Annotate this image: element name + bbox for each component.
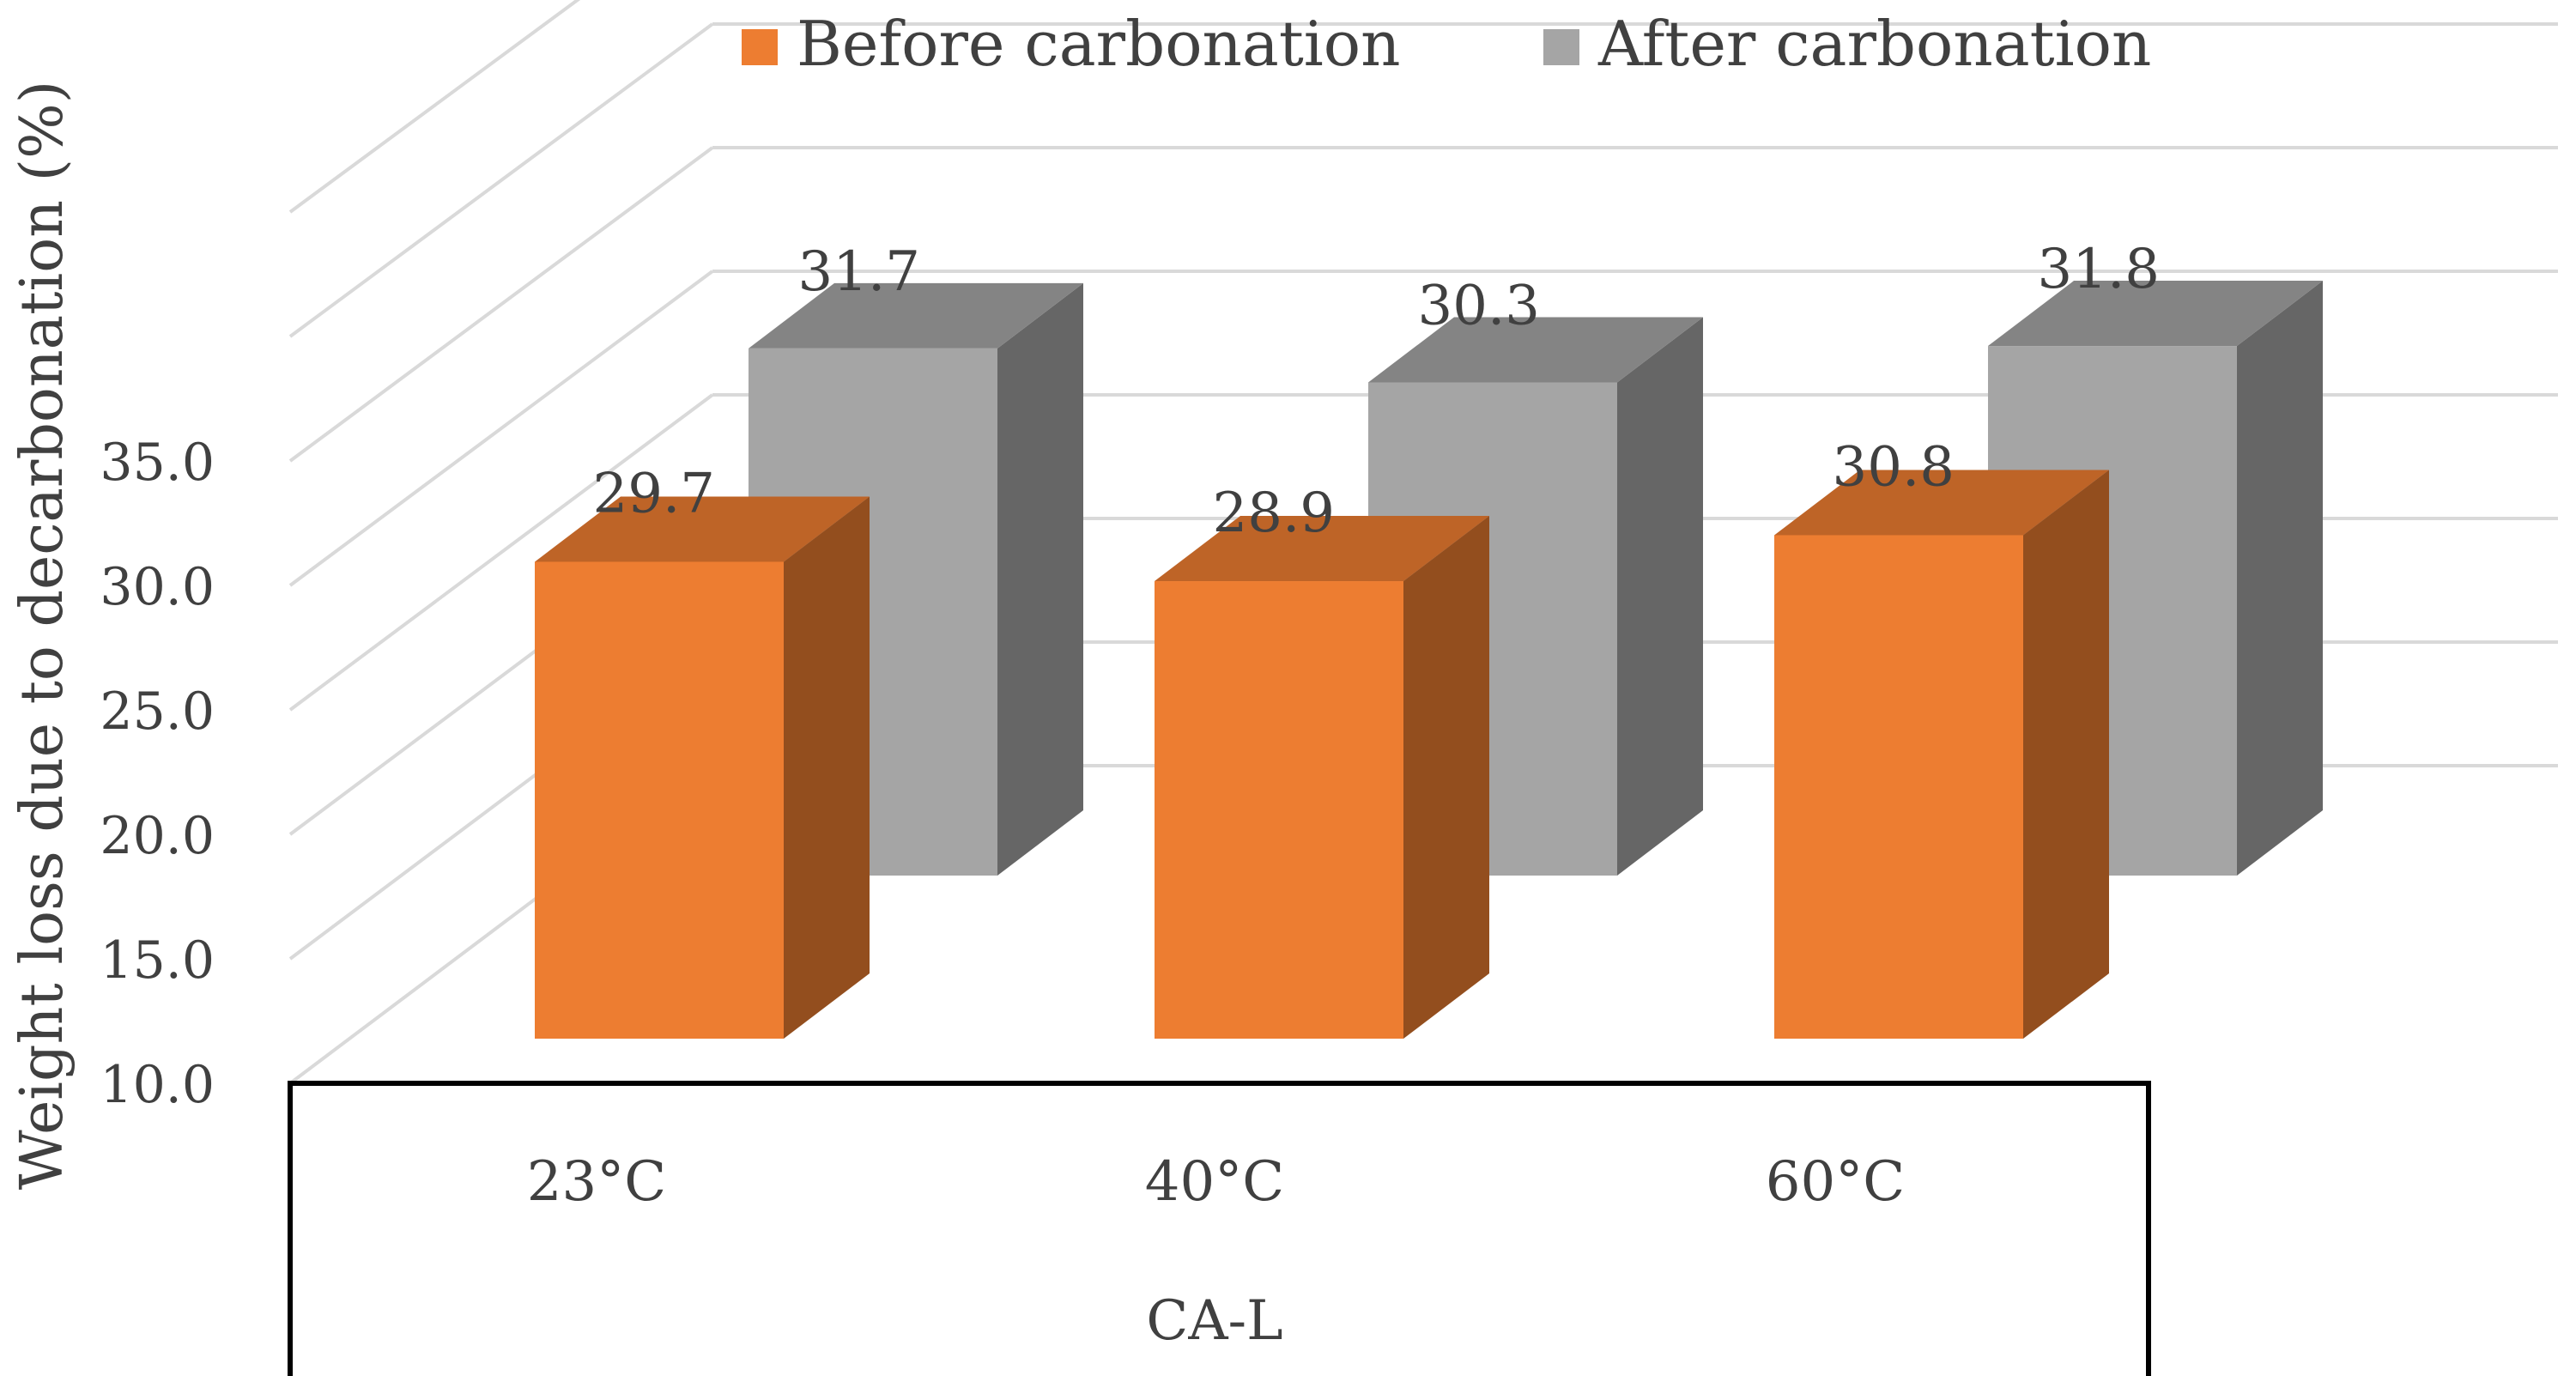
legend-swatch <box>742 29 778 65</box>
bar-after-1-top <box>749 282 1083 349</box>
bar-before-3-front <box>1774 535 2023 1039</box>
x-tick-label: 60°C <box>1766 1150 1905 1214</box>
bar-after-1-side <box>997 282 1083 876</box>
gridline-side <box>288 22 714 338</box>
bar-before-1-front <box>535 561 784 1039</box>
gridline-side <box>288 393 714 712</box>
gridline-side <box>288 146 714 463</box>
y-tick-label: 10.0 <box>100 1055 215 1115</box>
y-axis-title: Weight loss due to decarbonation (%) <box>9 81 76 1191</box>
bar-before-1-top <box>535 496 870 562</box>
y-axis: 10.0 15.0 20.0 25.0 30.0 35.0 <box>100 433 215 1115</box>
bar-before-1-side <box>784 496 870 1039</box>
data-label-after: 30.3 <box>1418 275 1541 338</box>
bar-before-3-top <box>1774 470 2109 536</box>
y-tick-label: 20.0 <box>100 806 215 866</box>
y-tick-label: 15.0 <box>100 930 215 991</box>
legend-label: After carbonation <box>1597 8 2151 80</box>
bar-before-2-front <box>1155 581 1403 1039</box>
x-axis: 23°C 40°C 60°C CA-L <box>288 1081 2151 1376</box>
x-group-label: CA-L <box>1146 1289 1282 1353</box>
bar-before-2 <box>1155 516 1489 1039</box>
y-tick-label: 35.0 <box>100 433 215 493</box>
bar-after-2-top <box>1368 317 1703 383</box>
x-tick-label: 40°C <box>1145 1150 1284 1214</box>
legend: Before carbonation After carbonation <box>742 8 2151 80</box>
bar-after-3-top <box>1988 281 2323 347</box>
category-axis-frame <box>288 1081 2151 1376</box>
bar-before-3 <box>1774 470 2109 1039</box>
data-label-before: 28.9 <box>1213 482 1336 545</box>
x-tick-label: 23°C <box>527 1150 666 1214</box>
data-label-after: 31.7 <box>798 240 921 304</box>
gridline-side <box>288 0 581 214</box>
bar-after-2-side <box>1617 317 1703 876</box>
bars <box>535 281 2323 1039</box>
y-tick-label: 25.0 <box>100 682 215 742</box>
bar-after-3 <box>1988 281 2323 876</box>
bar-after-3-side <box>2237 281 2323 876</box>
gridline-side <box>288 270 714 587</box>
data-label-before: 29.7 <box>593 462 716 525</box>
bar-before-2-side <box>1403 516 1489 1039</box>
legend-label: Before carbonation <box>797 8 1401 80</box>
data-labels: 31.7 30.3 31.8 29.7 28.9 30.8 <box>593 238 2161 545</box>
data-label-before: 30.8 <box>1833 435 1955 499</box>
y-tick-label: 30.0 <box>100 557 215 617</box>
data-label-after: 31.8 <box>2038 238 2161 301</box>
bar-before-2-top <box>1155 516 1489 582</box>
bar-before-3-side <box>2023 470 2109 1039</box>
legend-swatch <box>1543 29 1579 65</box>
bar-before-1 <box>535 496 870 1039</box>
